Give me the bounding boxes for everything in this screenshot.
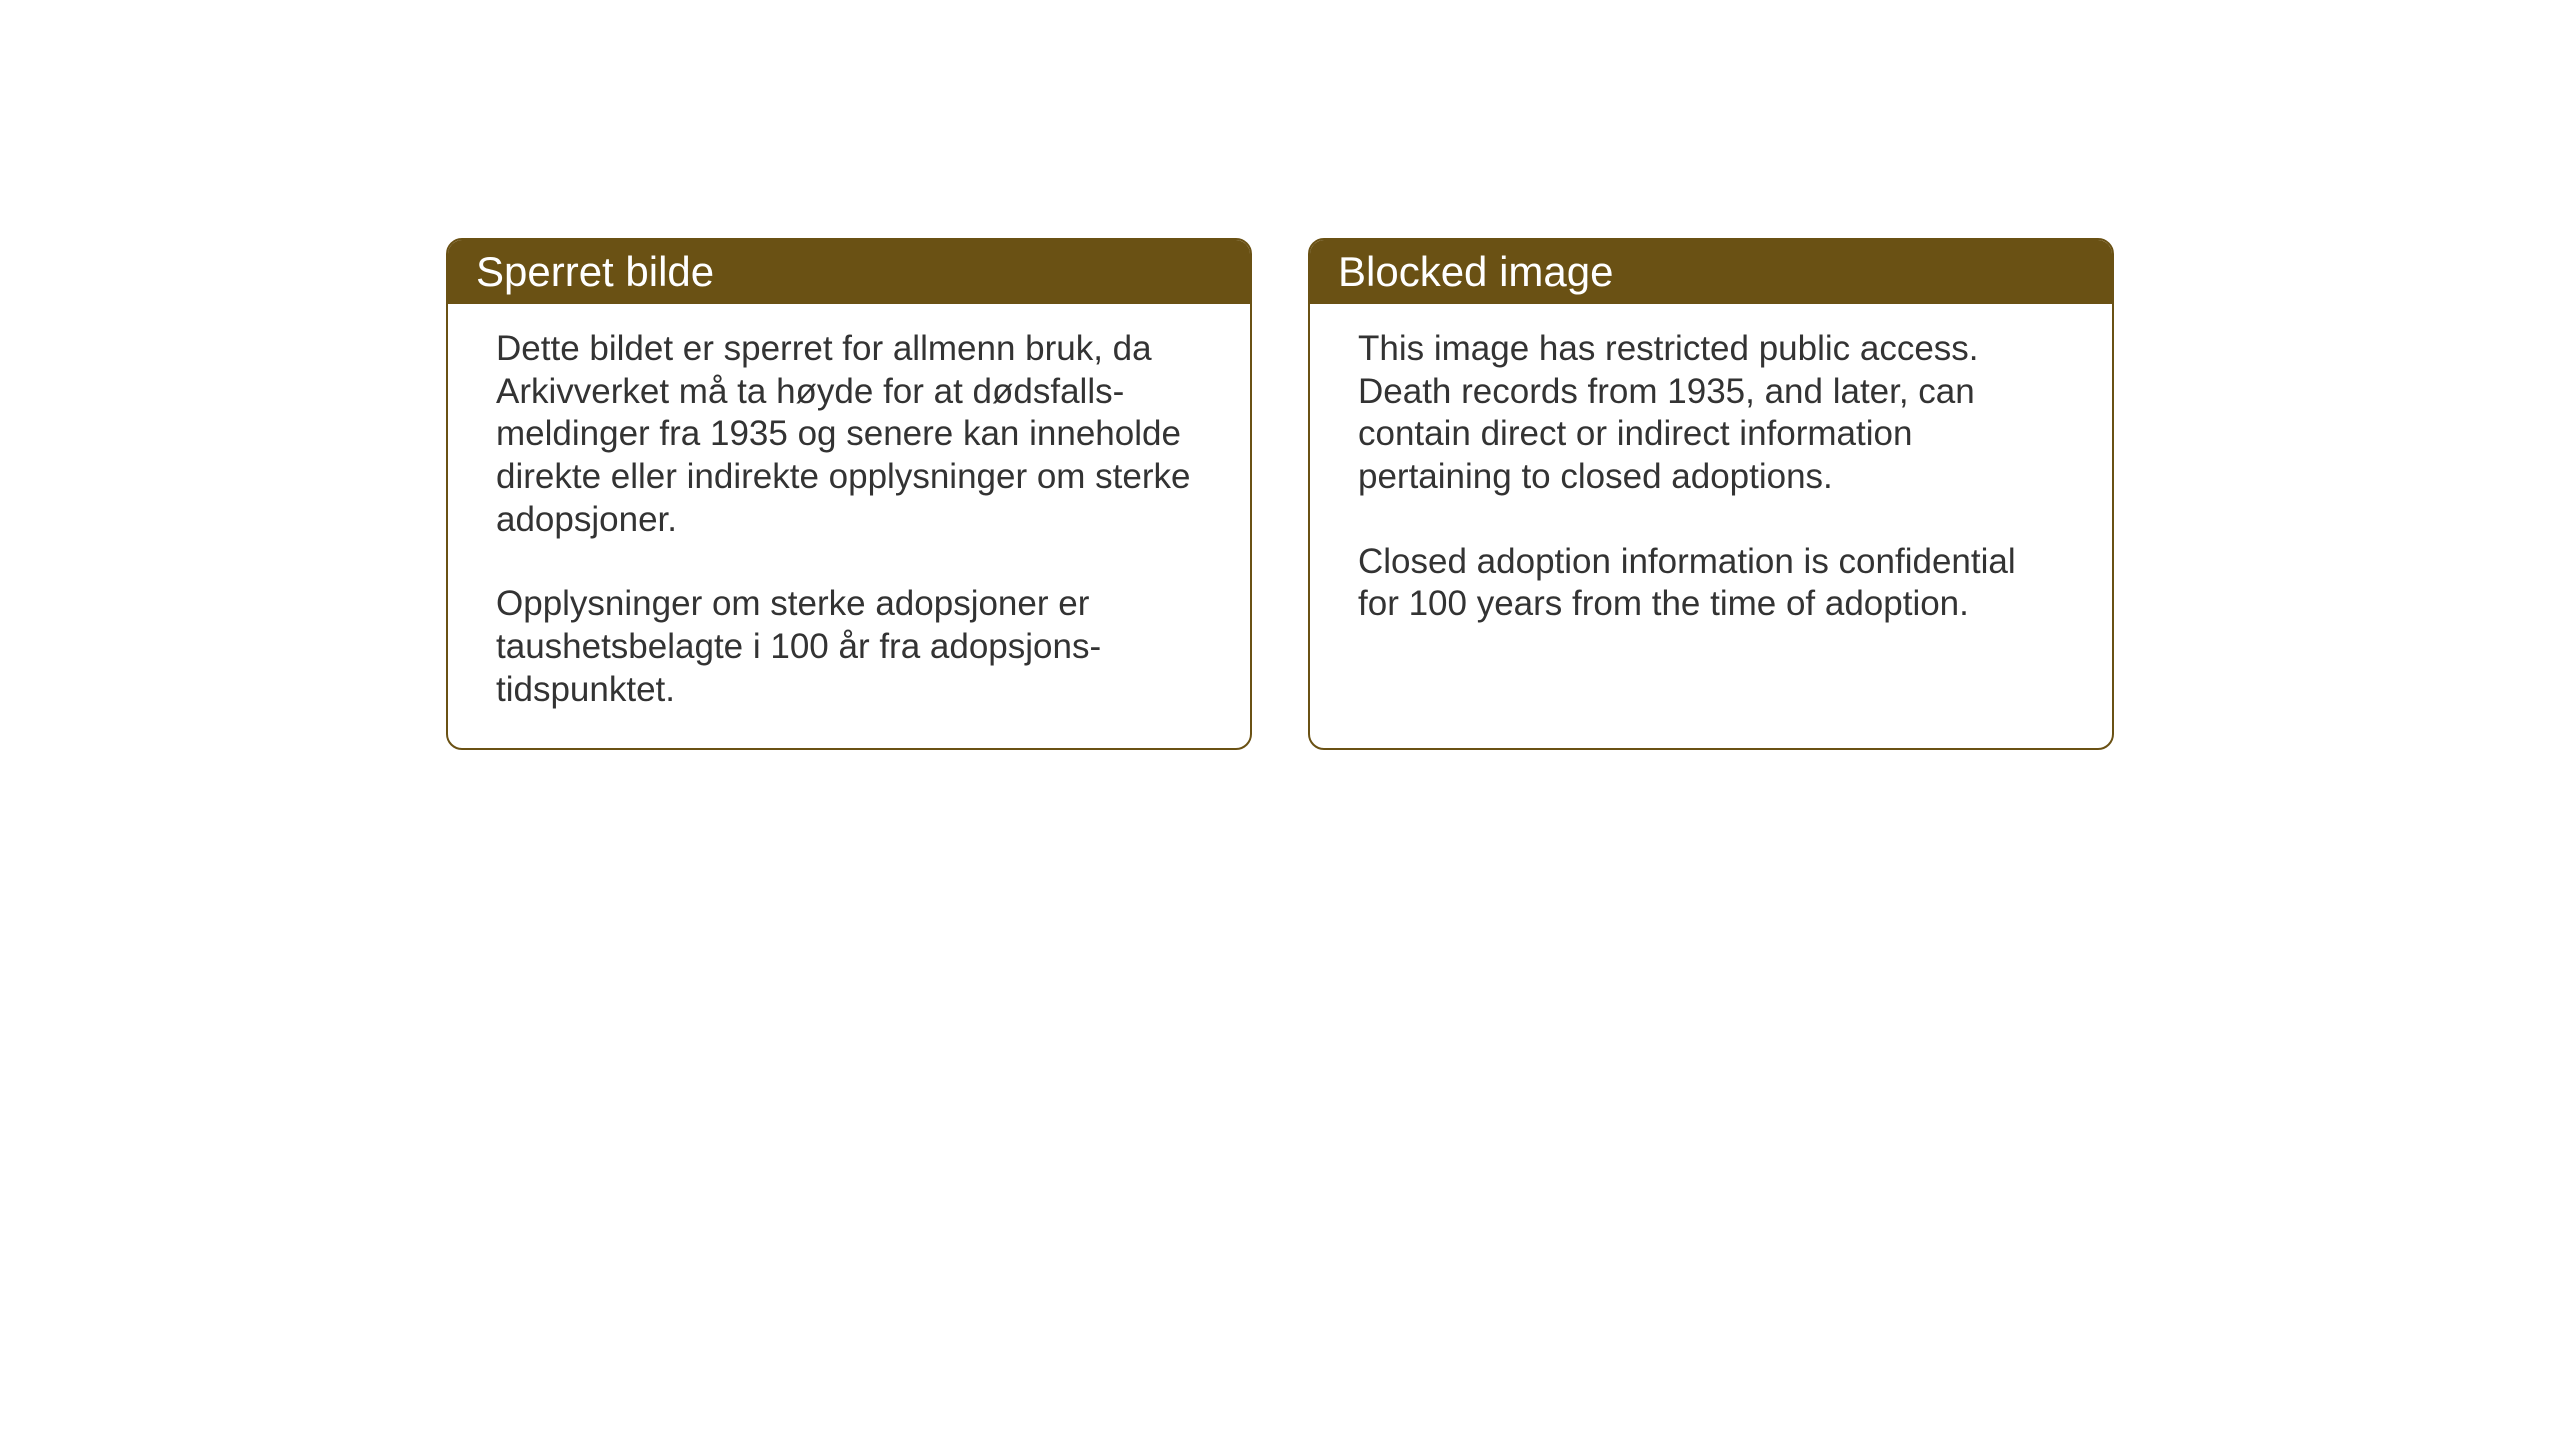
card-paragraph2-norwegian: Opplysninger om sterke adopsjoner er tau… [496, 583, 1202, 711]
card-norwegian: Sperret bilde Dette bildet er sperret fo… [446, 238, 1252, 750]
card-paragraph2-english: Closed adoption information is confident… [1358, 541, 2064, 626]
card-header-norwegian: Sperret bilde [448, 240, 1250, 304]
card-body-norwegian: Dette bildet er sperret for allmenn bruk… [448, 304, 1250, 748]
card-body-english: This image has restricted public access.… [1310, 304, 2112, 662]
card-title-english: Blocked image [1338, 248, 1613, 295]
cards-container: Sperret bilde Dette bildet er sperret fo… [446, 238, 2114, 750]
card-paragraph1-norwegian: Dette bildet er sperret for allmenn bruk… [496, 328, 1202, 541]
card-paragraph1-english: This image has restricted public access.… [1358, 328, 2064, 499]
card-english: Blocked image This image has restricted … [1308, 238, 2114, 750]
card-title-norwegian: Sperret bilde [476, 248, 714, 295]
card-header-english: Blocked image [1310, 240, 2112, 304]
